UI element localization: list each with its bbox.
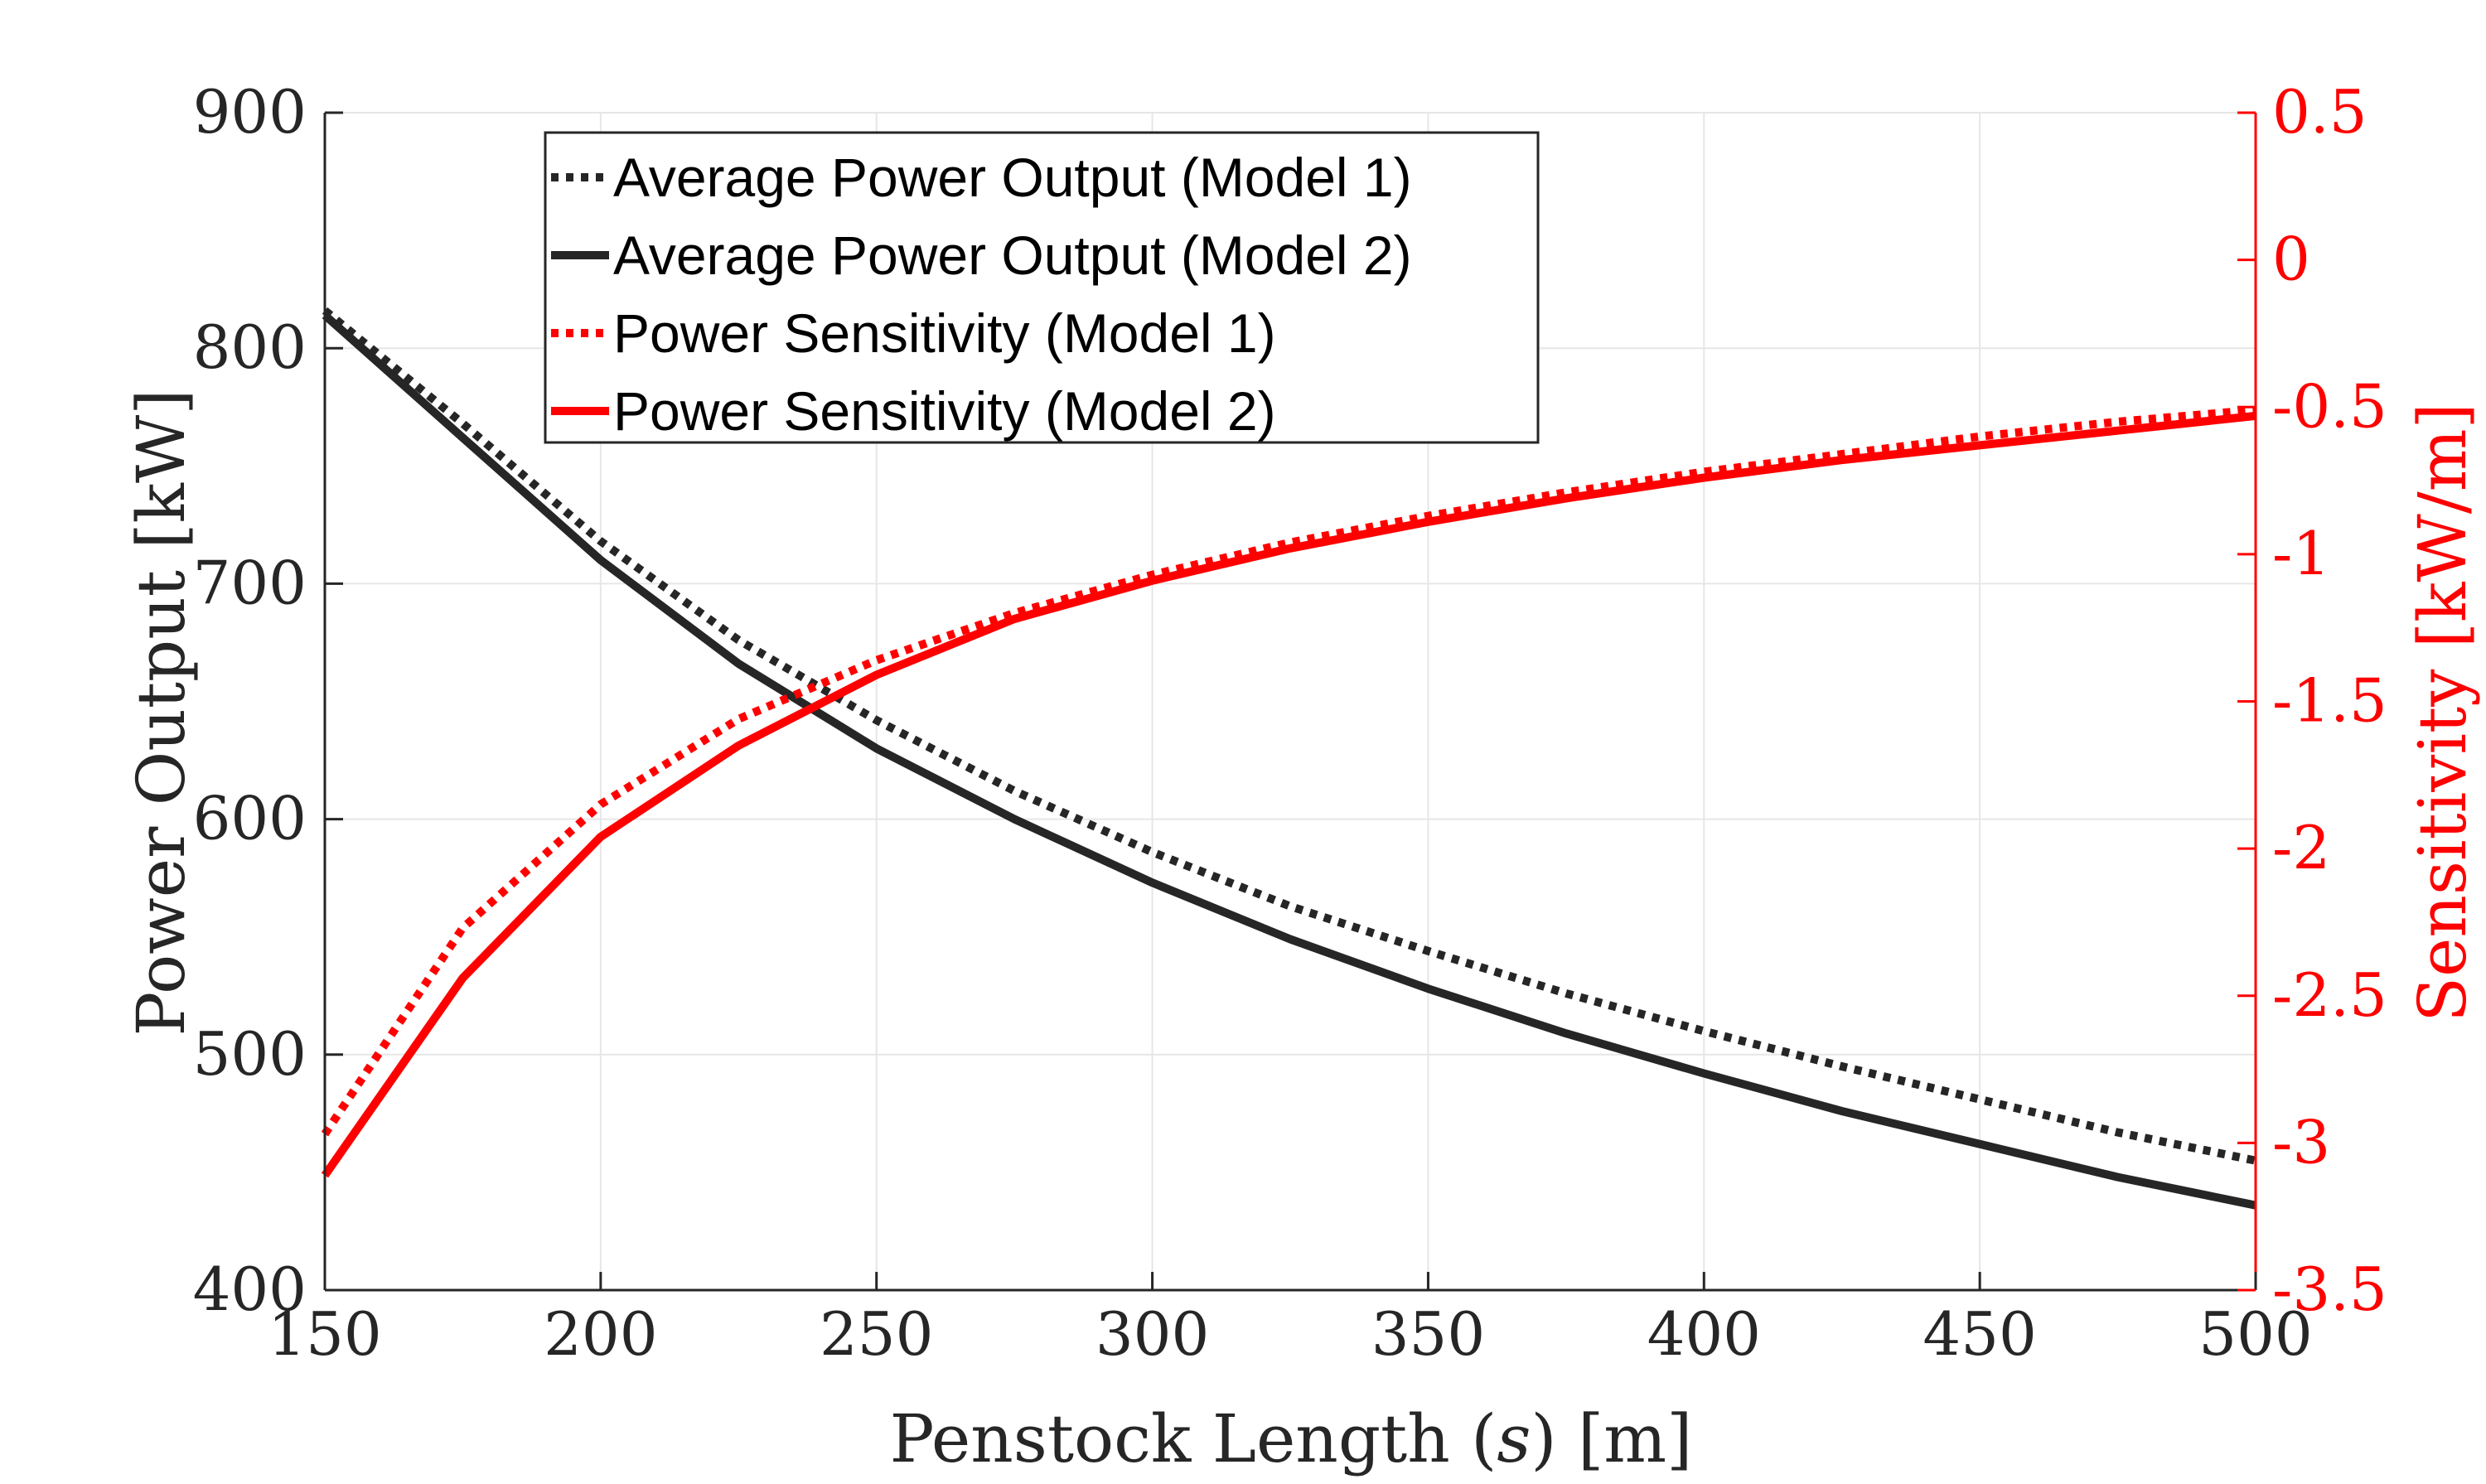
y-left-tick-label: 500 [193,1019,307,1089]
x-tick-label: 350 [1371,1299,1485,1369]
y-left-tick-label: 700 [193,548,307,617]
legend: Average Power Output (Model 1) Average Po… [544,131,1540,444]
y-left-tick-label: 400 [193,1254,307,1324]
y-left-tick-label: 900 [193,77,307,147]
x-tick-label: 150 [268,1299,381,1369]
x-axis-label-before: Penstock Length ( [890,1400,1497,1477]
y-right-tick-label: -2.5 [2272,960,2387,1030]
axes [323,111,2257,1292]
y-right-tick-label: -1 [2272,519,2330,588]
tick-labels: 150 200 250 300 350 400 450 500 400 500 600 700 800 9… [193,77,2387,1369]
x-axis-label-after: ) [m] [1531,1400,1692,1477]
x-tick-label: 200 [544,1299,657,1369]
x-tick-label: 300 [1095,1299,1209,1369]
y-left-tick-label: 600 [193,784,307,853]
y-right-tick-label: -1.5 [2272,666,2387,736]
y-right-tick-label: 0.5 [2272,77,2368,147]
x-tick-label: 500 [2198,1299,2312,1369]
x-tick-label: 250 [820,1299,933,1369]
legend-label-3: Power Sensitivity (Model 1) [613,302,1276,364]
series-line-1 [322,307,2257,1165]
series-layer [321,307,2257,1210]
y-axis-label-left: Power Output [kW] [123,389,200,1037]
x-tick-label: 400 [1647,1299,1761,1369]
y-right-tick-label: -3 [2272,1107,2330,1177]
legend-label-2: Average Power Output (Model 2) [613,225,1412,286]
y-right-tick-label: -2 [2272,813,2330,882]
legend-label-1: Average Power Output (Model 1) [613,147,1412,208]
x-axis-label-var: s [1497,1400,1531,1477]
x-axis-label: Penstock Length (s) [m] [890,1400,1693,1477]
y-right-tick-label: -3.5 [2272,1254,2387,1324]
y-axis-label-right: Sensitivity [kW/m] [2404,403,2481,1022]
legend-label-4: Power Sensitivity (Model 2) [613,380,1276,442]
y-left-tick-label: 800 [193,312,307,382]
series-line-4 [321,411,2256,1178]
series-line-2 [322,312,2257,1210]
y-right-tick-label: 0 [2272,225,2310,294]
y-right-tick-label: -0.5 [2272,371,2387,441]
x-tick-label: 450 [1923,1299,2036,1369]
legend-box [544,131,1540,444]
